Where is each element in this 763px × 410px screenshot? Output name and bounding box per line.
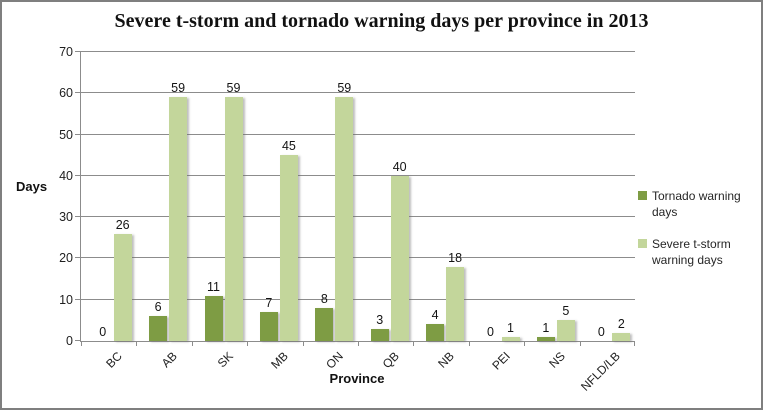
gridline [81,133,635,135]
x-axis-tick [136,341,137,346]
gridline [81,298,635,300]
gridline [81,92,635,94]
data-label: 59 [171,81,186,96]
y-tick-label: 20 [59,251,73,266]
tstorm-bar [446,266,465,341]
data-label: 1 [542,320,550,335]
x-axis-tick [524,341,525,346]
data-label: 7 [265,296,273,311]
legend-label-tornado: Tornado warning days [652,189,741,219]
x-axis-tick [192,341,193,346]
data-label: 8 [320,291,328,306]
data-label: 5 [562,304,570,319]
tstorm-bar [390,175,409,341]
x-axis-tick [81,341,82,346]
data-label: 40 [392,159,407,174]
tstorm-series-swatch-icon [638,239,647,248]
tstorm-bar [169,97,188,341]
y-tick-label: 0 [66,334,73,348]
tstorm-bar [556,320,575,341]
y-axis-tick [75,216,81,218]
y-axis-tick [75,298,81,300]
tornado-bar [259,312,278,341]
tornado-bar [315,307,334,341]
y-axis-title: Days [16,179,48,194]
x-axis-tick [303,341,304,346]
tstorm-bar [224,97,243,341]
data-label: 2 [617,316,625,331]
y-axis-tick [75,133,81,135]
y-axis-tick [75,174,81,176]
data-label: 3 [376,312,384,327]
gridline [81,257,635,259]
tornado-bar [204,295,223,341]
plot-area: 0 10 20 30 40 50 60 70 0 6 11 7 8 3 4 0 1 0 26 59 59 45 59 40 18… [59,45,635,394]
tstorm-bar [612,332,631,341]
tornado-bar [426,324,445,341]
y-tick-label: 40 [59,168,73,183]
x-axis-tick [634,341,635,346]
data-label: 45 [281,139,296,154]
data-label: 11 [207,279,220,294]
y-tick-label: 30 [59,210,73,225]
gridline [81,174,635,176]
x-axis-tick [580,341,581,346]
data-label: 0 [597,325,605,339]
x-axis-tick [413,341,414,346]
y-axis-tick [75,51,81,52]
data-label: 1 [507,320,514,335]
x-axis-tick [358,341,359,346]
y-tick-label: 70 [59,45,73,59]
data-label: 6 [154,300,162,315]
x-axis-tick [469,341,470,346]
legend-entry-tornado: Tornado warning days [638,188,760,220]
tstorm-bar [113,233,132,341]
chart-title: Severe t-storm and tornado warning days … [114,10,649,32]
y-axis-tick [75,92,81,94]
x-tick-label: BC [102,349,125,371]
y-tick-label: 10 [59,292,73,307]
data-label: 59 [226,81,241,96]
data-label: 0 [487,325,494,339]
gridline [81,216,635,218]
y-axis-tick [75,257,81,259]
data-label: 4 [431,308,439,323]
legend-entry-tstorm: Severe t-storm warning days [638,236,760,268]
data-label: 26 [115,217,130,232]
x-axis-title: Province [329,371,385,386]
legend-label-tstorm: Severe t-storm warning days [652,237,731,267]
y-tick-label: 50 [59,127,73,142]
tstorm-bar [279,155,298,341]
gridline [81,51,635,52]
data-label: 59 [337,81,352,96]
tornado-bar [370,328,389,341]
legend: Tornado warning days Severe t-storm warn… [638,188,760,284]
tornado-bar [536,336,555,341]
tornado-series-swatch-icon [638,191,647,200]
y-axis-tick [75,340,81,341]
tornado-bar [149,316,168,341]
tstorm-bar [335,97,354,341]
data-label: 18 [448,250,463,265]
y-tick-label: 60 [59,86,73,101]
data-label: 0 [99,325,107,339]
tstorm-bar [501,336,520,341]
x-axis-tick [247,341,248,346]
